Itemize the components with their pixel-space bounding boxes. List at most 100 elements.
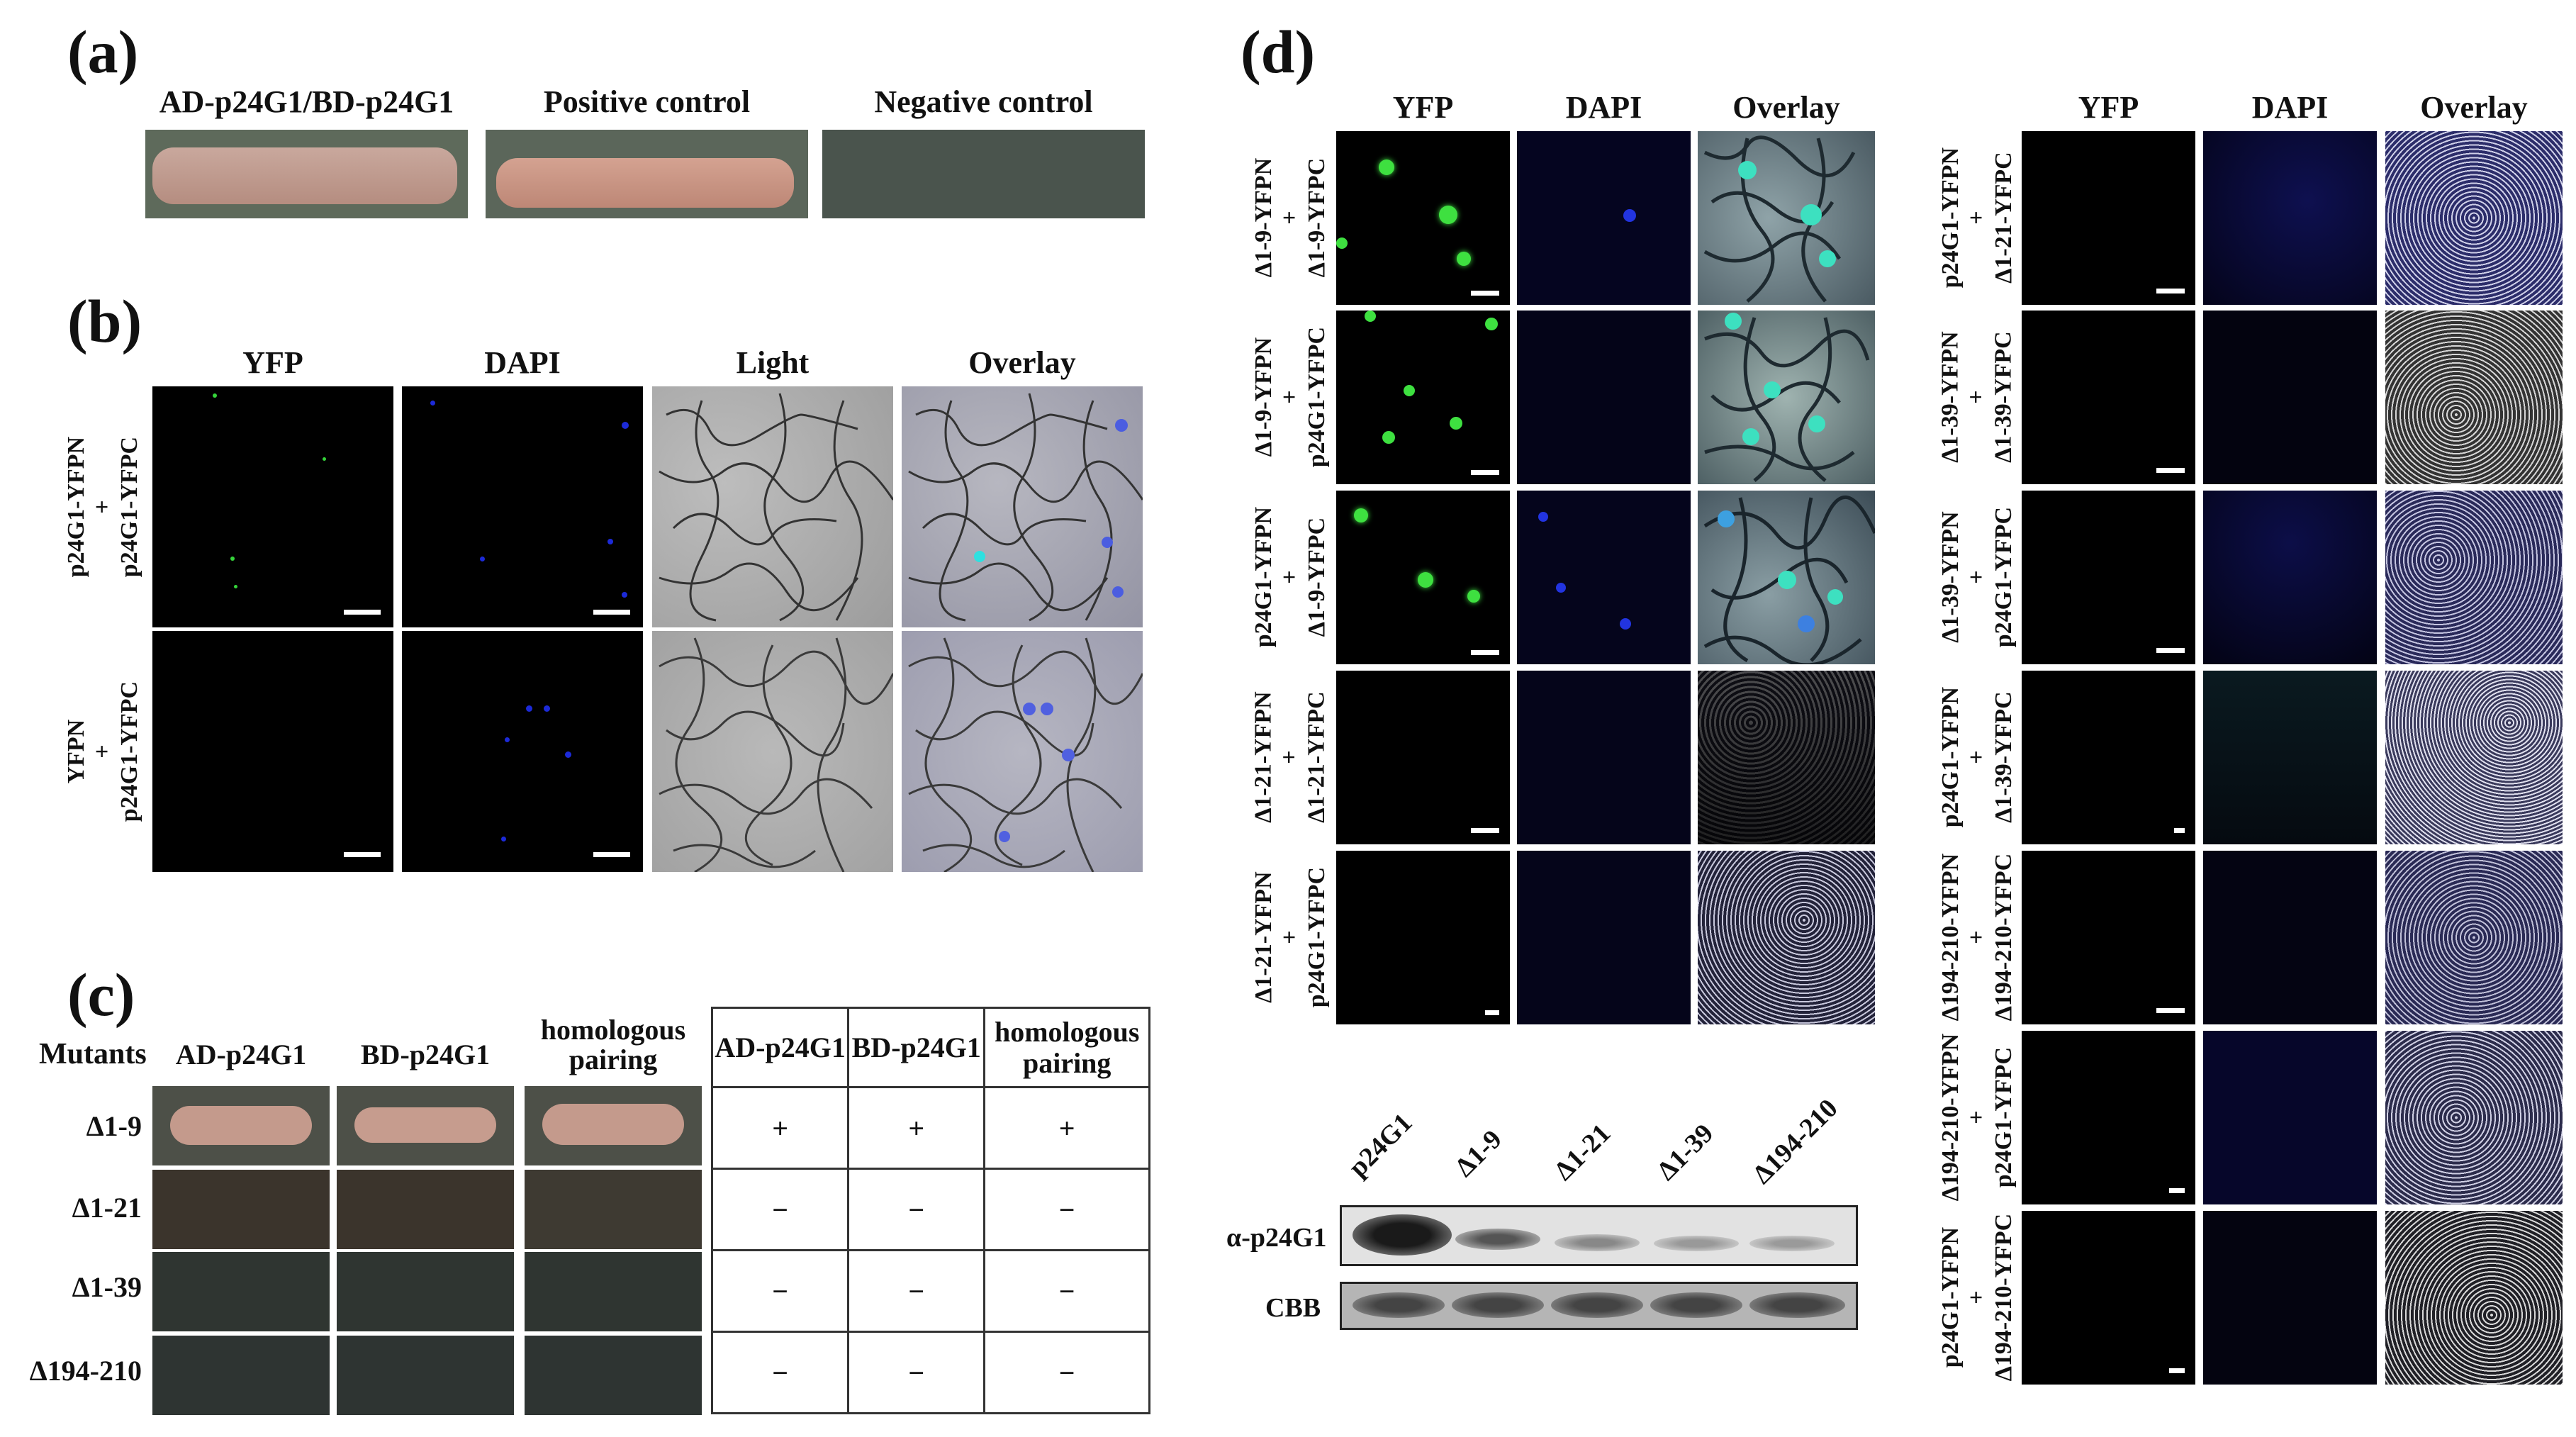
scale-bar bbox=[1471, 828, 1499, 833]
c-plate-d19-hom bbox=[525, 1086, 702, 1165]
d-l5-dapi bbox=[1517, 851, 1691, 1024]
cell-outlines bbox=[908, 393, 1143, 622]
d-l4-yfp bbox=[1336, 671, 1510, 844]
d-left-row-1-label: Δ1-9-YFPN + Δ1-9-YFPC bbox=[1250, 158, 1330, 278]
d-right-col-overlay: Overlay bbox=[2420, 90, 2528, 125]
scale-bar bbox=[2169, 1188, 2185, 1193]
d-r5-overlay bbox=[2385, 851, 2563, 1024]
d-left-col-overlay: Overlay bbox=[1732, 90, 1840, 125]
table-row: − − − bbox=[710, 1331, 1150, 1414]
mutant-row-2-label: Δ1-21 bbox=[72, 1192, 142, 1224]
cell-outlines bbox=[908, 637, 1143, 872]
table-row: − − − bbox=[710, 1168, 1150, 1251]
lane-label-2: Δ1-9 bbox=[1449, 1124, 1508, 1183]
c-plate-d121-ad bbox=[152, 1170, 330, 1249]
panel-b-col-yfp: YFP bbox=[242, 345, 303, 380]
d-l1-dapi bbox=[1517, 131, 1691, 305]
b-r1-dapi bbox=[402, 386, 643, 627]
d-left-row-3-label: p24G1-YFPN + Δ1-9-YFPC bbox=[1250, 507, 1330, 648]
d-r7-dapi bbox=[2203, 1211, 2377, 1385]
d-right-row-5-label: Δ194-210-YFPN + Δ194-210-YFPC bbox=[1937, 854, 2017, 1022]
blot-label-antibody: α-p24G1 bbox=[1226, 1223, 1327, 1253]
c-plate-d19-ad bbox=[152, 1086, 330, 1165]
d-l2-yfp bbox=[1336, 311, 1510, 484]
scale-bar bbox=[2169, 1368, 2185, 1373]
c-plate-d121-hom bbox=[525, 1170, 702, 1249]
d-r1-dapi bbox=[2203, 131, 2377, 305]
d-r2-overlay bbox=[2385, 311, 2563, 484]
d-l2-overlay bbox=[1698, 311, 1875, 484]
mutant-row-1-label: Δ1-9 bbox=[86, 1110, 142, 1142]
d-right-row-2-label: Δ1-39-YFPN + Δ1-39-YFPC bbox=[1937, 331, 2017, 464]
d-right-row-6-label: Δ194-210-YFPN + p24G1-YFPC bbox=[1937, 1034, 2017, 1202]
d-r1-overlay bbox=[2385, 131, 2563, 305]
table-row: + + + bbox=[710, 1086, 1150, 1170]
lane-label-4: Δ1-39 bbox=[1651, 1118, 1720, 1187]
scale-bar bbox=[1471, 650, 1499, 655]
panel-c-label: (c) bbox=[67, 961, 135, 1029]
d-left-row-4-label: Δ1-21-YFPN + Δ1-21-YFPC bbox=[1250, 691, 1330, 824]
scale-bar bbox=[2156, 648, 2185, 653]
d-l3-overlay bbox=[1698, 491, 1875, 664]
scale-bar bbox=[2156, 289, 2185, 293]
mutants-header: Mutants bbox=[39, 1038, 147, 1070]
b-r1-yfp bbox=[152, 386, 393, 627]
scale-bar bbox=[593, 852, 630, 857]
panel-a-label: (a) bbox=[67, 18, 139, 86]
d-l3-dapi bbox=[1517, 491, 1691, 664]
c-plate-d139-bd bbox=[337, 1252, 514, 1331]
panel-a-col-3-header: Negative control bbox=[874, 84, 1093, 119]
c-plate-d139-hom bbox=[525, 1252, 702, 1331]
d-r3-yfp bbox=[2022, 491, 2195, 664]
d-l5-yfp bbox=[1336, 851, 1510, 1024]
panel-a-col-2-header: Positive control bbox=[543, 84, 751, 119]
cell-outlines bbox=[659, 393, 893, 622]
yeast-streak bbox=[152, 147, 457, 204]
scale-bar bbox=[1485, 1010, 1499, 1015]
scale-bar bbox=[344, 852, 381, 857]
plate-positive-control bbox=[486, 130, 808, 218]
d-right-row-3-label: Δ1-39-YFPN + p24G1-YFPC bbox=[1937, 507, 2017, 648]
plate-negative-control bbox=[822, 130, 1145, 218]
mutant-row-3-label: Δ1-39 bbox=[72, 1271, 142, 1303]
d-r2-dapi bbox=[2203, 311, 2377, 484]
c-plate-d194-hom bbox=[525, 1336, 702, 1415]
d-left-col-dapi: DAPI bbox=[1565, 90, 1642, 125]
panel-c-col-bd: BD-p24G1 bbox=[360, 1039, 491, 1070]
cell-outlines bbox=[659, 637, 893, 872]
lane-label-3: Δ1-21 bbox=[1548, 1118, 1617, 1187]
d-left-row-5-label: Δ1-21-YFPN + p24G1-YFPC bbox=[1250, 867, 1330, 1008]
d-l3-yfp bbox=[1336, 491, 1510, 664]
table-row: − − − bbox=[710, 1249, 1150, 1333]
table-header-bd: BD-p24G1 bbox=[847, 1007, 986, 1088]
d-r6-overlay bbox=[2385, 1031, 2563, 1204]
b-r2-light bbox=[652, 631, 893, 872]
table-header-homologous: homologous pairing bbox=[983, 1007, 1150, 1088]
panel-c-col-ad: AD-p24G1 bbox=[175, 1039, 307, 1070]
d-l2-dapi bbox=[1517, 311, 1691, 484]
mutant-row-4-label: Δ194-210 bbox=[29, 1355, 142, 1387]
b-r1-overlay bbox=[902, 386, 1143, 627]
b-r2-dapi bbox=[402, 631, 643, 872]
d-r3-dapi bbox=[2203, 491, 2377, 664]
d-right-col-dapi: DAPI bbox=[2251, 90, 2329, 125]
c-plate-d194-ad bbox=[152, 1336, 330, 1415]
scale-bar bbox=[1471, 470, 1499, 475]
table-header-ad: AD-p24G1 bbox=[710, 1007, 850, 1088]
scale-bar bbox=[2156, 468, 2185, 473]
yeast-streak bbox=[496, 158, 794, 208]
b-r2-yfp bbox=[152, 631, 393, 872]
panel-d-label: (d) bbox=[1241, 18, 1316, 86]
d-right-row-1-label: p24G1-YFPN + Δ1-21-YFPC bbox=[1937, 147, 2017, 289]
c-plate-d121-bd bbox=[337, 1170, 514, 1249]
panel-b-row-2-label: YFPN + p24G1-YFPC bbox=[62, 681, 142, 822]
d-r2-yfp bbox=[2022, 311, 2195, 484]
d-r5-dapi bbox=[2203, 851, 2377, 1024]
d-r4-dapi bbox=[2203, 671, 2377, 844]
d-right-col-yfp: YFP bbox=[2078, 90, 2139, 125]
d-l1-overlay bbox=[1698, 131, 1875, 305]
panel-c-col-homologous: homologous pairing bbox=[540, 1014, 686, 1075]
d-r6-yfp bbox=[2022, 1031, 2195, 1204]
scale-bar bbox=[2174, 828, 2185, 833]
panel-b-row-1-label: p24G1-YFPN + p24G1-YFPC bbox=[62, 436, 142, 578]
